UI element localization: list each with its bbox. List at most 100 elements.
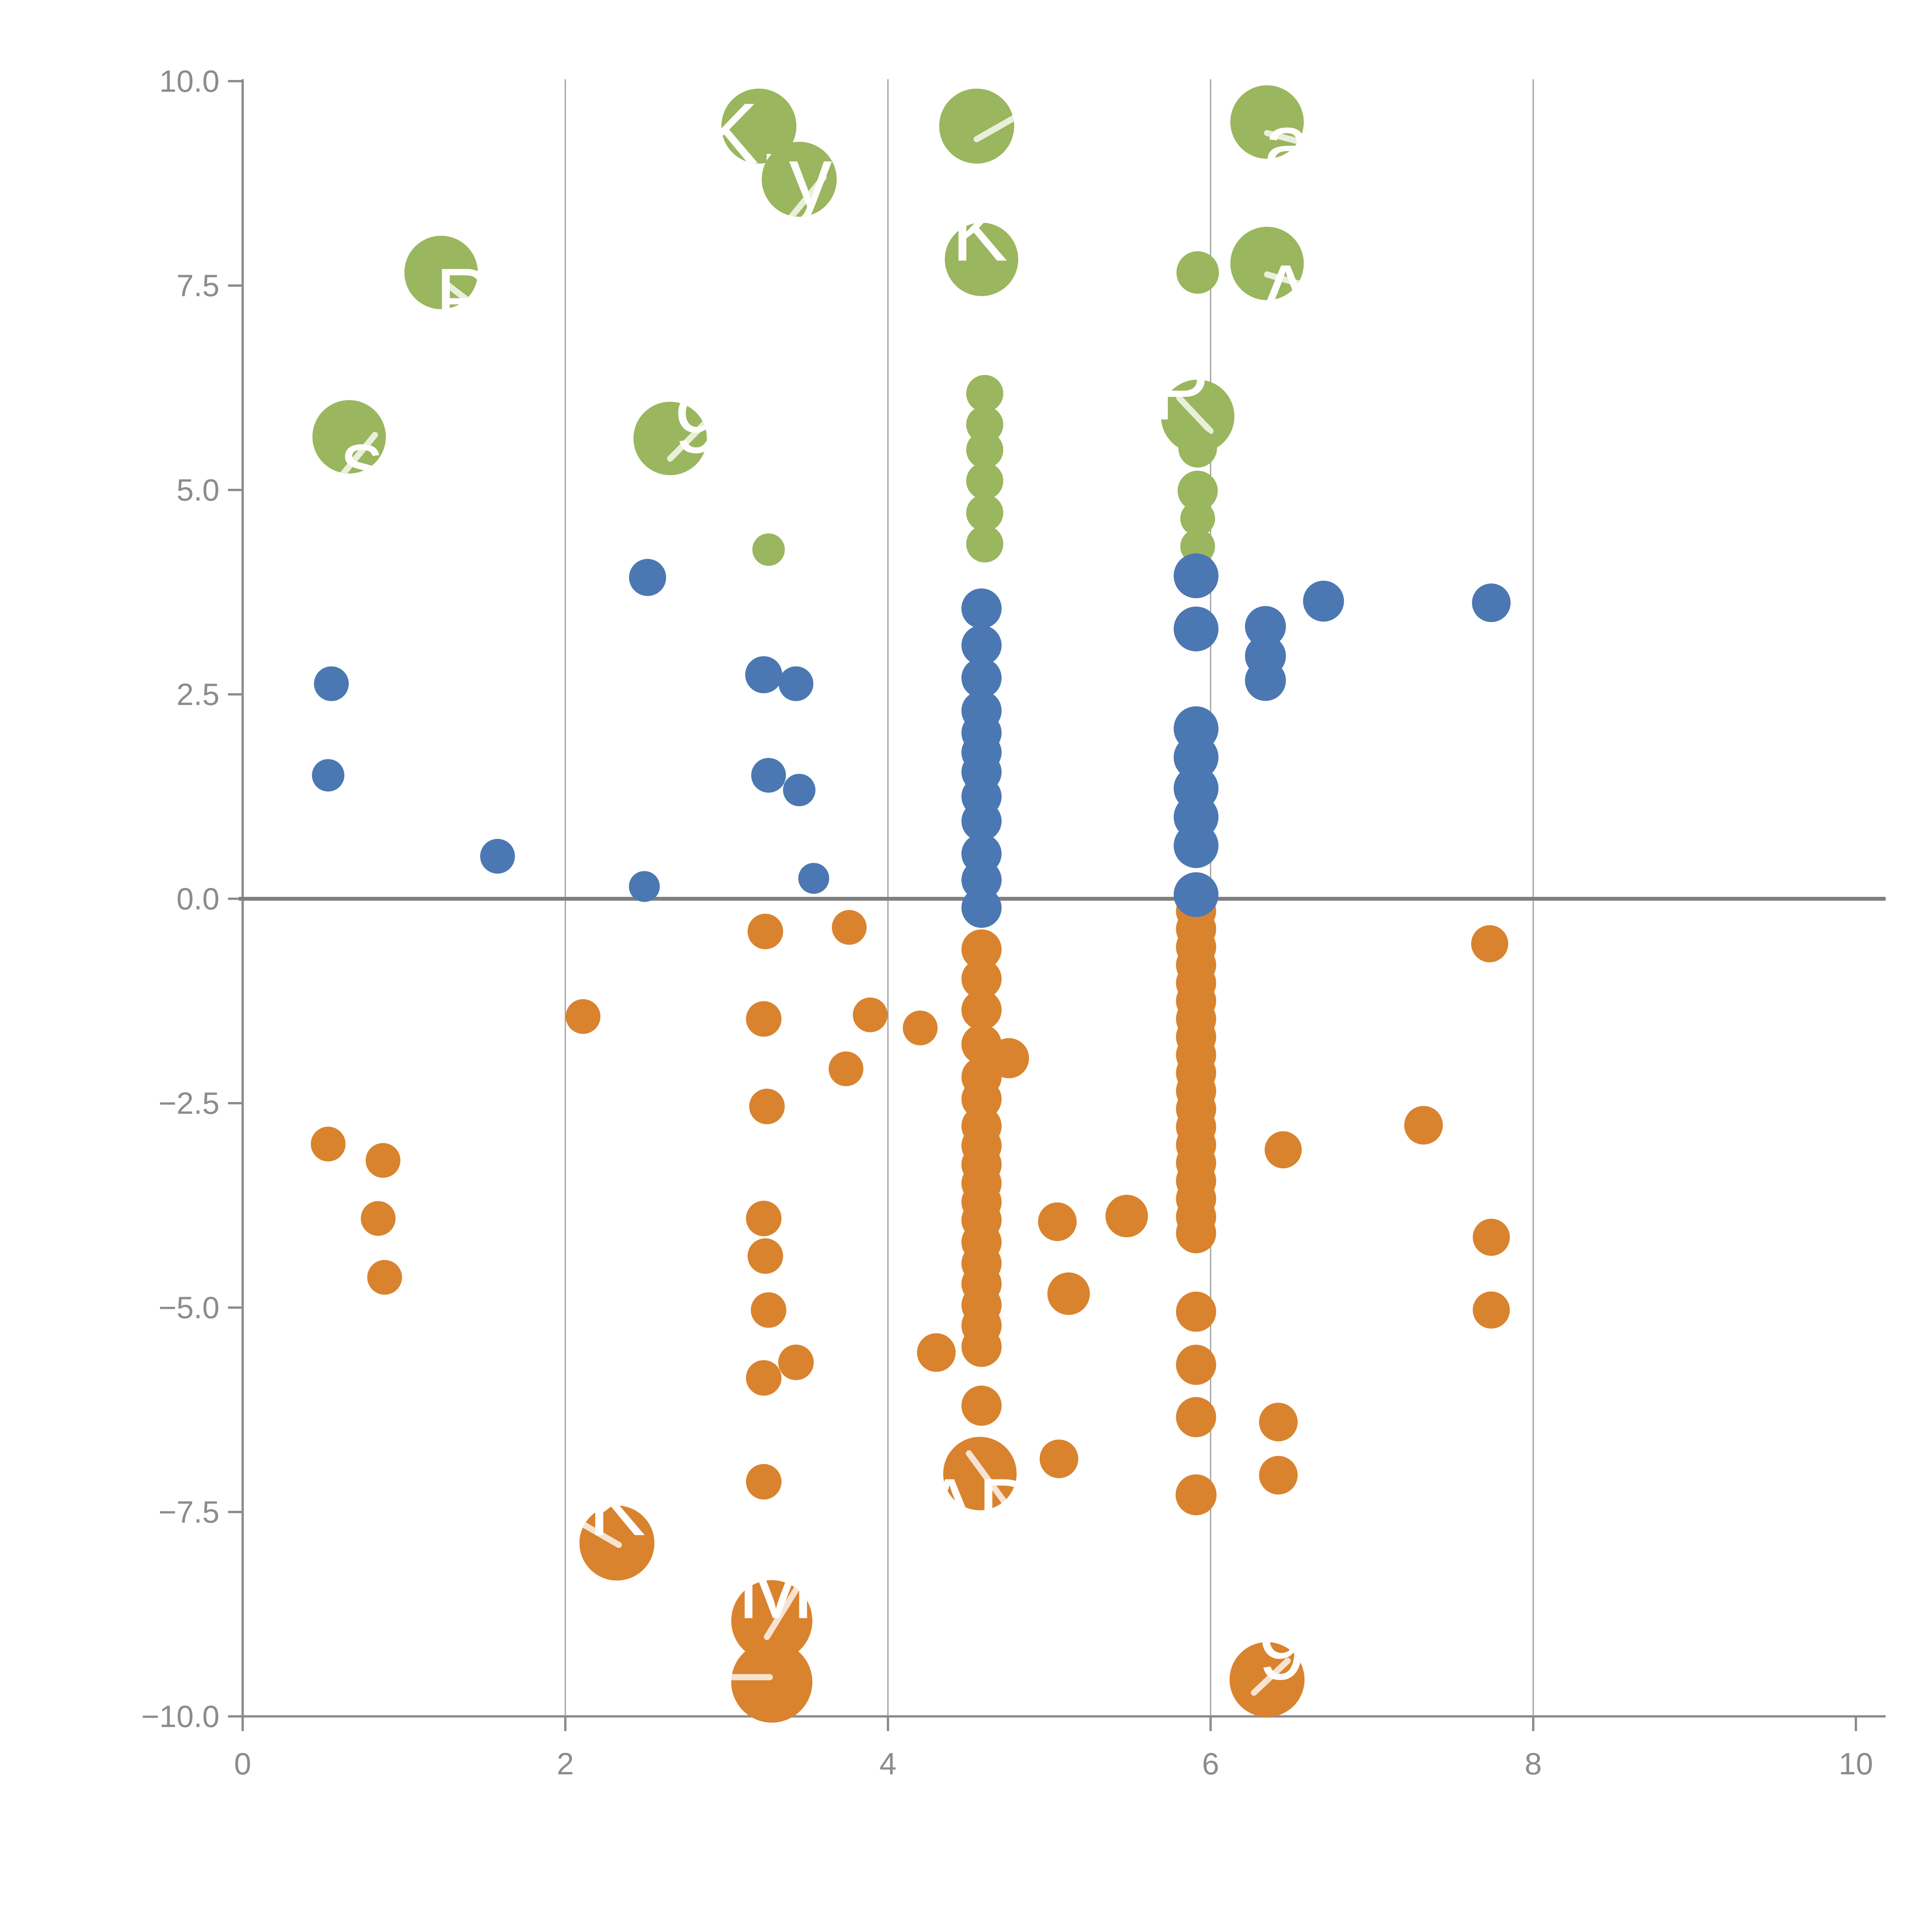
- x-tick-label: 8: [1525, 1747, 1542, 1781]
- data-point[interactable]: [1177, 471, 1218, 511]
- data-point[interactable]: [1245, 660, 1286, 701]
- data-point[interactable]: [629, 559, 666, 596]
- data-point[interactable]: [1180, 501, 1215, 536]
- data-point[interactable]: [361, 1201, 396, 1236]
- data-point[interactable]: [798, 863, 829, 894]
- bubble-label-tail: [973, 114, 1014, 143]
- data-point[interactable]: [314, 666, 349, 701]
- data-point[interactable]: [762, 141, 837, 217]
- data-point[interactable]: [747, 913, 783, 949]
- bubble-label: K: [588, 1458, 646, 1554]
- data-point[interactable]: [629, 871, 660, 902]
- data-point[interactable]: [312, 759, 345, 792]
- bubble-label-group: 9: [1251, 1642, 1304, 1698]
- data-point[interactable]: [1259, 1403, 1298, 1442]
- data-point[interactable]: [745, 656, 782, 694]
- bubble-label-tail: [338, 432, 378, 474]
- data-point[interactable]: [751, 1292, 787, 1328]
- data-point[interactable]: [721, 88, 796, 164]
- data-point[interactable]: [778, 1344, 814, 1380]
- data-point[interactable]: [961, 801, 1002, 841]
- data-point[interactable]: [747, 1238, 783, 1274]
- data-point[interactable]: [1173, 735, 1219, 780]
- data-point[interactable]: [828, 1051, 864, 1087]
- data-point[interactable]: [961, 888, 1002, 928]
- data-point[interactable]: [961, 658, 1002, 698]
- data-point[interactable]: [367, 1260, 402, 1295]
- data-point[interactable]: [1176, 1291, 1216, 1332]
- data-point[interactable]: [966, 375, 1003, 412]
- data-point[interactable]: [939, 88, 1014, 164]
- data-point[interactable]: [853, 997, 888, 1032]
- data-point[interactable]: [746, 1464, 782, 1500]
- data-point[interactable]: [751, 758, 786, 793]
- data-point[interactable]: [1176, 1345, 1216, 1385]
- data-point[interactable]: [752, 533, 785, 566]
- data-point[interactable]: [966, 431, 1003, 469]
- data-point[interactable]: [1473, 1219, 1510, 1256]
- data-point[interactable]: [917, 1333, 956, 1372]
- data-point[interactable]: [1303, 580, 1344, 622]
- data-point[interactable]: [1038, 1202, 1077, 1241]
- bubble-label: K: [952, 185, 1008, 279]
- data-point[interactable]: [366, 1143, 401, 1178]
- data-point[interactable]: [1472, 583, 1511, 622]
- bubble-label: K.: [701, 85, 783, 182]
- data-point[interactable]: [749, 1088, 785, 1124]
- data-point[interactable]: [966, 406, 1003, 443]
- data-point[interactable]: [1259, 1456, 1298, 1495]
- data-point[interactable]: [1471, 925, 1509, 963]
- data-point[interactable]: [1404, 1106, 1443, 1145]
- data-point[interactable]: [731, 1641, 813, 1723]
- data-point[interactable]: [779, 666, 814, 701]
- data-point[interactable]: [1178, 429, 1217, 468]
- data-point[interactable]: [1176, 1213, 1216, 1253]
- data-point[interactable]: [989, 1038, 1029, 1078]
- data-point[interactable]: [961, 929, 1002, 970]
- y-tick-label: −10.0: [141, 1699, 219, 1734]
- data-point[interactable]: [961, 959, 1002, 999]
- data-point[interactable]: [961, 588, 1002, 629]
- data-point[interactable]: [783, 774, 816, 806]
- data-point[interactable]: [966, 525, 1003, 563]
- data-point[interactable]: [1175, 1474, 1217, 1515]
- data-point[interactable]: [1173, 872, 1219, 917]
- data-point[interactable]: [746, 1360, 782, 1396]
- data-point[interactable]: [961, 1327, 1002, 1367]
- data-point[interactable]: [633, 401, 707, 475]
- data-point[interactable]: [966, 462, 1003, 500]
- bubble-label-tail: [764, 1585, 800, 1640]
- data-point[interactable]: [961, 860, 1002, 900]
- data-point[interactable]: [966, 494, 1003, 532]
- data-point[interactable]: [311, 1126, 346, 1162]
- data-point[interactable]: [961, 990, 1002, 1030]
- data-point[interactable]: [1039, 1439, 1078, 1478]
- data-point[interactable]: [832, 910, 867, 945]
- data-point[interactable]: [1176, 251, 1219, 294]
- data-point[interactable]: [1473, 1291, 1510, 1329]
- y-tick-label: 7.5: [177, 269, 219, 303]
- data-point[interactable]: [1176, 1397, 1216, 1437]
- data-point[interactable]: [961, 625, 1002, 666]
- data-point[interactable]: [1264, 1131, 1302, 1168]
- data-point[interactable]: [1173, 823, 1219, 868]
- data-point[interactable]: [961, 1385, 1002, 1426]
- bubble-label-group: y: [787, 142, 832, 217]
- data-point[interactable]: [1047, 1272, 1090, 1315]
- data-point[interactable]: [312, 400, 386, 474]
- data-point[interactable]: [1173, 553, 1219, 599]
- data-point[interactable]: [746, 1201, 782, 1236]
- bubble-label-group: K.: [701, 85, 783, 182]
- data-point[interactable]: [1105, 1195, 1148, 1238]
- data-point[interactable]: [945, 223, 1019, 296]
- data-point[interactable]: [565, 999, 600, 1034]
- data-point[interactable]: [1245, 606, 1286, 647]
- data-point[interactable]: [1173, 606, 1219, 651]
- data-point[interactable]: [480, 838, 515, 874]
- data-point[interactable]: [903, 1010, 938, 1046]
- data-point[interactable]: [746, 1001, 782, 1037]
- bubble-label-tail: [787, 174, 827, 217]
- y-tick-label: 5.0: [177, 473, 219, 507]
- bubble-label-group: [973, 114, 1014, 143]
